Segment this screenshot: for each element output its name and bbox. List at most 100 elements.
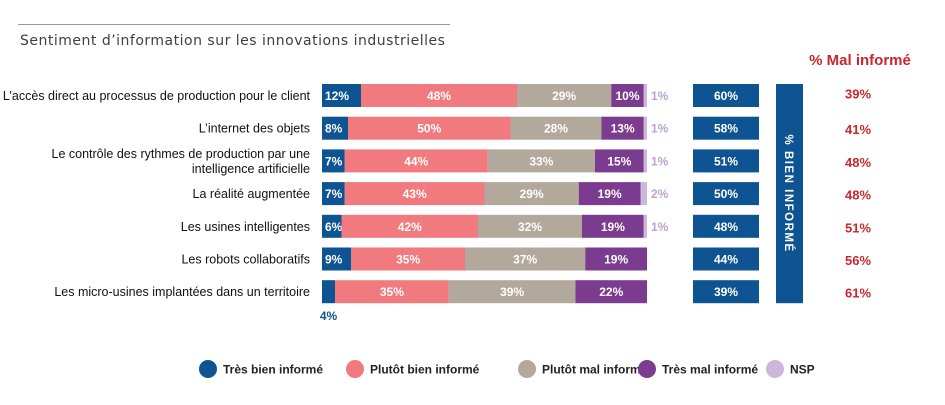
data-label: 19% <box>604 253 628 267</box>
bar-segment <box>582 214 644 238</box>
mal-informe-value: 56% <box>845 253 871 268</box>
mal-informe-value: 61% <box>845 286 871 301</box>
bar-segment <box>643 214 647 238</box>
data-label: 48% <box>427 89 451 103</box>
legend-label: Très bien informé <box>223 363 323 377</box>
legend-marker <box>638 360 656 378</box>
bien-informe-value: 58% <box>714 122 738 136</box>
bar-segment <box>351 247 465 271</box>
bar-segment <box>322 280 335 304</box>
bien-informe-value: 48% <box>714 220 738 234</box>
bar-segment <box>578 182 641 206</box>
data-label: 7% <box>325 187 343 201</box>
category-label: La réalité augmentée <box>193 187 310 201</box>
data-label: 37% <box>513 253 537 267</box>
bar-segment <box>517 84 612 107</box>
bien-informe-band <box>776 84 803 304</box>
bar-segment <box>335 280 449 304</box>
bar-segment <box>601 116 644 140</box>
data-label: 19% <box>598 187 622 201</box>
data-label: 6% <box>325 220 343 234</box>
bien-informe-value: 44% <box>714 253 738 267</box>
bar-segment <box>465 247 586 271</box>
data-label: 44% <box>404 154 428 168</box>
mal-informe-value: 48% <box>845 155 871 170</box>
category-label: Les robots collaboratifs <box>181 253 310 267</box>
mal-informe-value: 51% <box>845 220 871 235</box>
category-label: Les micro-usines implantées dans un terr… <box>54 285 310 299</box>
legend-marker <box>766 360 784 378</box>
category-label: L’internet des objets <box>199 122 310 136</box>
bar-segment <box>322 149 345 173</box>
legend-marker <box>518 360 536 378</box>
category-label: intelligence artificielle <box>192 162 310 176</box>
data-label: 1% <box>651 220 669 234</box>
data-label: 1% <box>651 89 669 103</box>
bar-segment <box>643 149 647 173</box>
bien-informe-box <box>693 116 759 140</box>
bien-informe-box <box>693 247 759 271</box>
bar-segment <box>611 84 644 107</box>
bar-segment <box>478 214 582 238</box>
bar-segment <box>341 214 478 238</box>
legend-label: Plutôt mal informé <box>542 363 648 377</box>
data-label: 33% <box>529 154 553 168</box>
bien-informe-value: 51% <box>714 154 738 168</box>
category-label: Les usines intelligentes <box>181 220 310 234</box>
mal-informe-header: % Mal informé <box>809 52 911 69</box>
bien-informe-box <box>693 149 759 173</box>
bar-segment <box>448 280 576 304</box>
bar-segment <box>322 116 348 140</box>
bar-segment <box>640 182 647 206</box>
data-label: 2% <box>651 187 669 201</box>
bien-informe-box <box>693 182 759 206</box>
title-rule <box>18 24 450 25</box>
bien-informe-value: 39% <box>714 285 738 299</box>
bar-segment <box>585 247 647 271</box>
mal-informe-value: 39% <box>845 87 871 102</box>
bar-segment <box>575 280 647 304</box>
bien-informe-value: 60% <box>714 89 738 103</box>
bien-informe-box <box>693 84 759 107</box>
bar-segment <box>643 84 647 107</box>
legend-label: Plutôt bien informé <box>370 363 480 377</box>
chart-title: Sentiment d’information sur les innovati… <box>20 33 446 49</box>
data-label: 13% <box>611 122 635 136</box>
bar-segment <box>595 149 644 173</box>
bar-segment <box>322 214 342 238</box>
bar-segment <box>322 84 361 107</box>
data-label: 50% <box>417 122 441 136</box>
legend-marker <box>199 360 217 378</box>
bar-segment <box>361 84 517 107</box>
data-label: 7% <box>325 154 343 168</box>
bien-informe-value: 50% <box>714 187 738 201</box>
category-label: L’accès direct au processus de productio… <box>3 89 311 103</box>
data-label: 43% <box>403 187 427 201</box>
bar-segment <box>344 149 488 173</box>
data-label: 9% <box>325 253 343 267</box>
bien-informe-box <box>693 280 759 304</box>
bar-segment <box>510 116 602 140</box>
mal-informe-value: 48% <box>845 188 871 203</box>
data-label: 8% <box>325 122 343 136</box>
data-label: 28% <box>544 122 568 136</box>
mal-informe-value: 41% <box>845 122 871 137</box>
legend-label: NSP <box>790 363 815 377</box>
bar-segment <box>348 116 511 140</box>
data-label: 39% <box>500 285 524 299</box>
bar-segment <box>344 182 485 206</box>
bar-segment <box>322 247 352 271</box>
category-label: Le contrôle des rythmes de production pa… <box>52 147 311 161</box>
bar-segment <box>643 116 647 140</box>
bar-segment <box>487 149 595 173</box>
legend-label: Très mal informé <box>662 363 758 377</box>
legend-marker <box>346 360 364 378</box>
data-label: 32% <box>518 220 542 234</box>
bien-informe-band-label: % BIEN INFORMÉ <box>782 135 795 253</box>
data-label: 1% <box>651 122 669 136</box>
data-label: 19% <box>601 220 625 234</box>
data-label: 42% <box>398 220 422 234</box>
bien-informe-box <box>693 214 759 238</box>
data-label: 10% <box>615 89 639 103</box>
